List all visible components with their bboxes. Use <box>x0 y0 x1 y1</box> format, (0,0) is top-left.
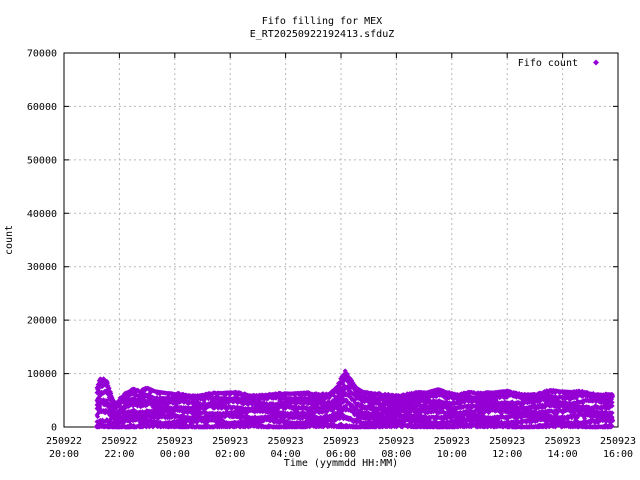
gridlines <box>64 53 618 427</box>
y-tick-label: 20000 <box>27 316 57 327</box>
chart-subtitle: E_RT20250922192413.sfduZ <box>250 29 395 40</box>
x-tick-label-date: 250923 <box>268 436 304 447</box>
y-tick-label: 40000 <box>27 209 57 220</box>
x-tick-label-date: 250923 <box>434 436 470 447</box>
data-layer <box>94 368 616 430</box>
y-tick-label: 10000 <box>27 369 57 380</box>
x-tick-label-time: 20:00 <box>49 449 79 460</box>
x-tick-label-time: 02:00 <box>215 449 245 460</box>
y-axis-label: count <box>4 225 15 255</box>
x-tick-label-date: 250923 <box>378 436 414 447</box>
legend-label: Fifo count <box>518 58 578 69</box>
x-tick-label-date: 250923 <box>600 436 636 447</box>
y-tick-label: 0 <box>51 423 57 434</box>
y-tick-label: 70000 <box>27 49 57 60</box>
x-tick-label-time: 10:00 <box>437 449 467 460</box>
x-tick-label-time: 14:00 <box>548 449 578 460</box>
x-tick-label-time: 12:00 <box>492 449 522 460</box>
x-tick-label-date: 250923 <box>545 436 581 447</box>
x-tick-label-date: 250922 <box>46 436 82 447</box>
chart-title: Fifo filling for MEX <box>262 16 382 27</box>
x-tick-label-time: 22:00 <box>104 449 134 460</box>
y-tick-label: 30000 <box>27 262 57 273</box>
x-tick-label-date: 250923 <box>157 436 193 447</box>
x-tick-label-time: 16:00 <box>603 449 633 460</box>
x-tick-label-date: 250923 <box>212 436 248 447</box>
x-tick-label-time: 08:00 <box>381 449 411 460</box>
fifo-count-data-points <box>94 368 616 430</box>
x-tick-label-date: 250923 <box>489 436 525 447</box>
y-tick-label: 60000 <box>27 102 57 113</box>
legend-diamond-marker-icon <box>593 59 599 66</box>
x-axis-label: Time (yymmdd HH:MM) <box>284 458 398 469</box>
x-tick-label-time: 06:00 <box>326 449 356 460</box>
x-tick-label-time: 00:00 <box>160 449 190 460</box>
y-tick-label: 50000 <box>27 155 57 166</box>
x-tick-label-time: 04:00 <box>271 449 301 460</box>
x-tick-label-date: 250922 <box>101 436 137 447</box>
x-tick-label-date: 250923 <box>323 436 359 447</box>
